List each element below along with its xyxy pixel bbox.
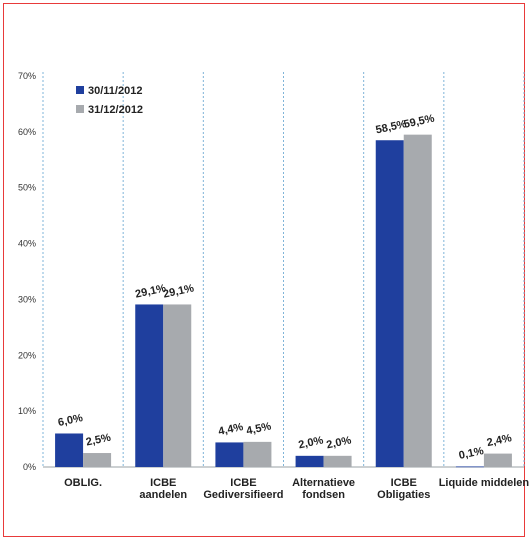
bar-series2 [163, 304, 192, 467]
bar-series1 [455, 466, 484, 468]
y-tick-label: 70% [18, 71, 36, 81]
legend-swatch [76, 105, 84, 113]
bar-series1 [135, 304, 164, 467]
bar-series1 [375, 140, 404, 467]
category-label: Alternatieve [292, 477, 355, 489]
category-label: Obligaties [377, 489, 430, 501]
category-label: Gediversifieerd [203, 489, 283, 501]
y-tick-label: 60% [18, 127, 36, 137]
y-tick-label: 30% [18, 294, 36, 304]
legend-label: 31/12/2012 [88, 104, 143, 116]
category-label: ICBE [230, 477, 256, 489]
y-tick-label: 20% [18, 350, 36, 360]
data-label: 2,5% [85, 432, 112, 449]
data-label: 0,1% [458, 445, 485, 462]
bar-series1 [55, 433, 84, 467]
bar-series1 [215, 442, 244, 467]
data-label: 2,0% [297, 434, 324, 451]
data-label: 2,4% [486, 432, 513, 449]
bar-series2 [403, 134, 432, 467]
data-label: 4,4% [217, 421, 244, 438]
bar-series2 [243, 441, 272, 467]
y-tick-label: 40% [18, 239, 36, 249]
bar-series2 [323, 455, 352, 467]
category-label: ICBE [150, 477, 176, 489]
legend-label: 30/11/2012 [88, 85, 142, 97]
data-label: 4,5% [245, 420, 272, 437]
category-label: Liquide middelen [439, 477, 530, 489]
bar-series1 [295, 455, 324, 467]
bar-series2 [83, 453, 112, 467]
data-label: 2,0% [325, 434, 352, 451]
legend-swatch [76, 86, 84, 94]
category-label: fondsen [302, 489, 345, 501]
data-label: 59,5% [403, 113, 436, 131]
bar-series2 [483, 453, 512, 467]
category-label: aandelen [139, 489, 187, 501]
y-tick-label: 50% [18, 183, 36, 193]
data-label: 29,1% [162, 282, 195, 300]
y-tick-label: 0% [23, 462, 36, 472]
y-tick-label: 10% [18, 406, 36, 416]
data-label: 6,0% [57, 412, 84, 429]
category-label: ICBE [391, 477, 417, 489]
category-label: OBLIG. [64, 477, 102, 489]
